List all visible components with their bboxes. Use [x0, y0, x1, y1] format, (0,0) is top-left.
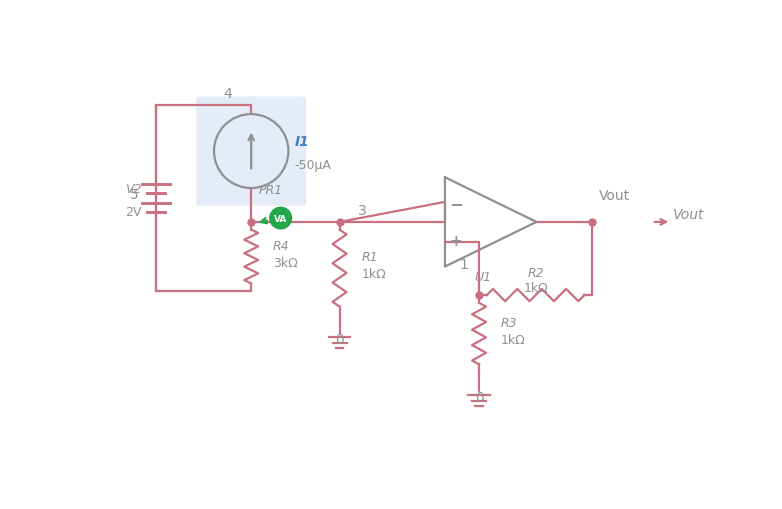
Text: 5: 5	[130, 188, 138, 202]
Text: 1: 1	[459, 258, 468, 272]
Text: Vout: Vout	[598, 188, 630, 203]
Text: 3: 3	[358, 204, 368, 218]
Text: R2: R2	[527, 266, 544, 279]
Text: +: +	[450, 234, 462, 249]
FancyBboxPatch shape	[196, 97, 307, 206]
Text: Vout: Vout	[673, 208, 705, 221]
Text: 1kΩ: 1kΩ	[361, 268, 386, 281]
Text: 0: 0	[335, 332, 344, 346]
Text: −: −	[449, 195, 463, 213]
Text: U1: U1	[475, 271, 492, 284]
Text: 4: 4	[224, 87, 232, 101]
Text: R4: R4	[273, 239, 289, 252]
Text: 1kΩ: 1kΩ	[523, 281, 548, 295]
Text: 2V: 2V	[126, 206, 142, 219]
Circle shape	[270, 208, 292, 230]
Text: -50μA: -50μA	[295, 159, 332, 172]
Text: V2: V2	[125, 183, 142, 196]
Text: I1: I1	[295, 135, 310, 149]
Text: 3kΩ: 3kΩ	[273, 257, 298, 269]
Text: R3: R3	[500, 316, 518, 329]
Text: VA: VA	[274, 214, 287, 223]
Text: 0: 0	[475, 390, 483, 404]
Text: 1kΩ: 1kΩ	[500, 333, 526, 346]
Text: PR1: PR1	[259, 183, 283, 196]
Text: R1: R1	[361, 251, 378, 264]
